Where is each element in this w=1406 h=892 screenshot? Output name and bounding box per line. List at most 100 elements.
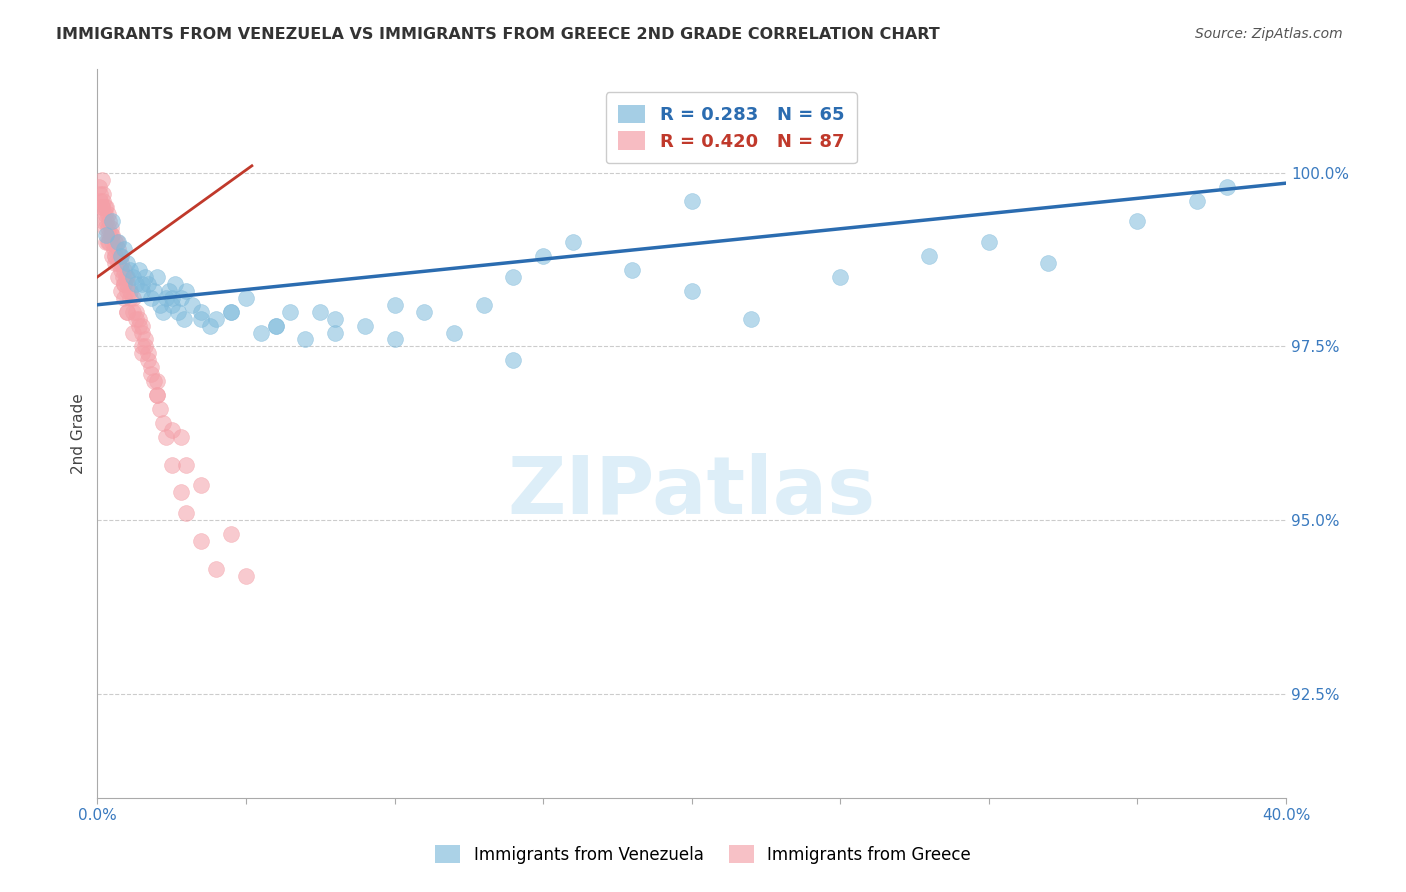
- Point: [89, 186, 111, 201]
- Point: [139, 291, 162, 305]
- Point: [219, 304, 242, 318]
- Point: [103, 242, 125, 256]
- Legend: R = 0.283   N = 65, R = 0.420   N = 87: R = 0.283 N = 65, R = 0.420 N = 87: [606, 92, 856, 163]
- Point: [107, 242, 129, 256]
- Point: [190, 533, 212, 548]
- Point: [105, 235, 128, 250]
- Point: [384, 333, 406, 347]
- Y-axis label: 2nd Grade: 2nd Grade: [72, 392, 86, 474]
- Point: [128, 263, 150, 277]
- Point: [98, 214, 121, 228]
- Point: [155, 430, 177, 444]
- Point: [94, 207, 117, 221]
- Point: [264, 318, 287, 333]
- Point: [100, 221, 122, 235]
- Point: [97, 221, 120, 235]
- Point: [131, 318, 153, 333]
- Point: [190, 478, 212, 492]
- Point: [323, 326, 346, 340]
- Point: [443, 326, 465, 340]
- Point: [122, 304, 145, 318]
- Point: [115, 256, 138, 270]
- Point: [114, 269, 136, 284]
- Point: [235, 568, 257, 582]
- Point: [97, 235, 120, 250]
- Point: [160, 291, 183, 305]
- Point: [142, 374, 165, 388]
- Point: [160, 423, 183, 437]
- Text: Source: ZipAtlas.com: Source: ZipAtlas.com: [1195, 27, 1343, 41]
- Point: [531, 249, 554, 263]
- Point: [176, 458, 198, 472]
- Point: [681, 284, 703, 298]
- Point: [112, 277, 135, 291]
- Point: [125, 304, 148, 318]
- Point: [112, 242, 135, 256]
- Point: [353, 318, 375, 333]
- Point: [146, 388, 169, 402]
- Point: [166, 304, 188, 318]
- Point: [107, 235, 129, 250]
- Point: [107, 256, 129, 270]
- Point: [561, 235, 583, 250]
- Point: [98, 228, 121, 243]
- Text: ZIPatlas: ZIPatlas: [508, 452, 876, 531]
- Point: [1038, 256, 1060, 270]
- Point: [323, 311, 346, 326]
- Point: [101, 249, 124, 263]
- Point: [115, 277, 138, 291]
- Point: [98, 235, 121, 250]
- Point: [219, 527, 242, 541]
- Point: [94, 201, 117, 215]
- Point: [160, 298, 183, 312]
- Point: [96, 201, 118, 215]
- Point: [134, 269, 156, 284]
- Point: [128, 318, 150, 333]
- Point: [91, 186, 114, 201]
- Point: [139, 368, 162, 382]
- Point: [131, 346, 153, 360]
- Point: [101, 214, 124, 228]
- Point: [122, 326, 145, 340]
- Point: [176, 284, 198, 298]
- Point: [131, 277, 153, 291]
- Point: [621, 263, 644, 277]
- Point: [115, 269, 138, 284]
- Point: [502, 353, 524, 368]
- Point: [96, 214, 118, 228]
- Point: [136, 346, 159, 360]
- Point: [146, 269, 169, 284]
- Point: [918, 249, 941, 263]
- Point: [136, 353, 159, 368]
- Point: [101, 235, 124, 250]
- Point: [104, 235, 127, 250]
- Point: [157, 284, 180, 298]
- Point: [110, 263, 132, 277]
- Point: [219, 304, 242, 318]
- Point: [107, 269, 129, 284]
- Point: [280, 304, 302, 318]
- Point: [111, 269, 134, 284]
- Point: [1185, 194, 1208, 208]
- Point: [115, 284, 138, 298]
- Point: [149, 298, 172, 312]
- Point: [97, 207, 120, 221]
- Point: [100, 228, 122, 243]
- Point: [87, 179, 110, 194]
- Point: [134, 333, 156, 347]
- Point: [131, 284, 153, 298]
- Point: [181, 298, 204, 312]
- Point: [830, 269, 852, 284]
- Point: [1126, 214, 1149, 228]
- Point: [502, 269, 524, 284]
- Point: [146, 388, 169, 402]
- Point: [128, 311, 150, 326]
- Point: [681, 194, 703, 208]
- Point: [173, 311, 195, 326]
- Legend: Immigrants from Venezuela, Immigrants from Greece: Immigrants from Venezuela, Immigrants fr…: [429, 838, 977, 871]
- Point: [90, 201, 112, 215]
- Point: [112, 291, 135, 305]
- Point: [90, 172, 112, 186]
- Point: [110, 284, 132, 298]
- Point: [160, 458, 183, 472]
